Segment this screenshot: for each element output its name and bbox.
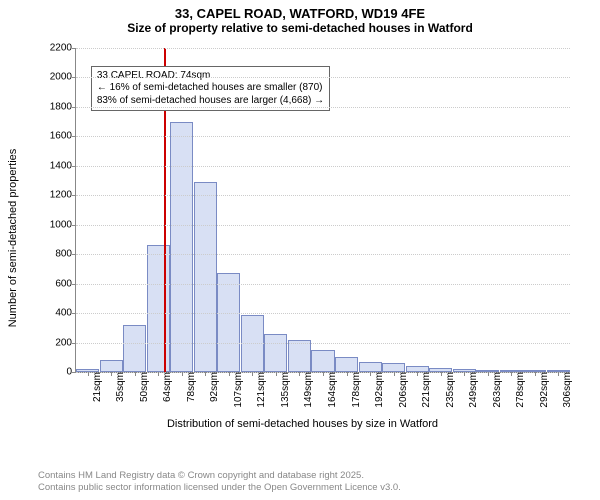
y-tick-label: 1000 (50, 219, 76, 230)
bar (359, 362, 382, 372)
y-tick-label: 400 (55, 308, 76, 319)
gridline (76, 136, 570, 137)
bar (147, 245, 170, 372)
bar (123, 325, 146, 372)
footer-line2: Contains public sector information licen… (38, 482, 401, 494)
y-tick-label: 2000 (50, 72, 76, 83)
x-tick-label: 107sqm (229, 372, 244, 408)
y-tick-label: 1400 (50, 160, 76, 171)
x-tick-label: 306sqm (558, 372, 573, 408)
plot-region: 33 CAPEL ROAD: 74sqm ← 16% of semi-detac… (75, 48, 570, 373)
bar (264, 334, 287, 372)
y-tick-label: 1800 (50, 101, 76, 112)
x-tick-label: 135sqm (276, 372, 291, 408)
y-tick-label: 1600 (50, 131, 76, 142)
annotation-line1: 33 CAPEL ROAD: 74sqm (97, 70, 324, 83)
chart-title-1: 33, CAPEL ROAD, WATFORD, WD19 4FE (0, 6, 600, 21)
x-tick-label: 149sqm (299, 372, 314, 408)
x-tick-label: 178sqm (347, 372, 362, 408)
gridline (76, 284, 570, 285)
x-tick-label: 206sqm (394, 372, 409, 408)
gridline (76, 48, 570, 49)
x-tick-label: 50sqm (135, 372, 150, 402)
x-tick-label: 64sqm (158, 372, 173, 402)
y-tick-label: 0 (66, 367, 76, 378)
bar (288, 340, 311, 372)
bar (170, 122, 193, 372)
bar (382, 363, 405, 372)
gridline (76, 313, 570, 314)
footer-attribution: Contains HM Land Registry data © Crown c… (38, 470, 401, 494)
bar (217, 273, 240, 372)
y-tick-label: 2200 (50, 43, 76, 54)
footer-line1: Contains HM Land Registry data © Crown c… (38, 470, 401, 482)
annotation-line3: 83% of semi-detached houses are larger (… (97, 95, 324, 108)
bar (311, 350, 334, 372)
x-tick-label: 292sqm (535, 372, 550, 408)
bar (100, 360, 123, 372)
x-tick-label: 21sqm (88, 372, 103, 402)
y-axis-label: Number of semi-detached properties (7, 149, 19, 328)
y-tick-label: 600 (55, 278, 76, 289)
y-tick-label: 1200 (50, 190, 76, 201)
x-tick-label: 278sqm (511, 372, 526, 408)
y-tick-label: 200 (55, 337, 76, 348)
x-tick-label: 235sqm (441, 372, 456, 408)
x-tick-label: 78sqm (182, 372, 197, 402)
chart-title-2: Size of property relative to semi-detach… (0, 21, 600, 35)
x-tick-label: 221sqm (417, 372, 432, 408)
x-tick-label: 192sqm (370, 372, 385, 408)
x-tick-label: 35sqm (111, 372, 126, 402)
gridline (76, 166, 570, 167)
gridline (76, 77, 570, 78)
bar (335, 357, 358, 372)
x-tick-label: 164sqm (323, 372, 338, 408)
y-tick-label: 800 (55, 249, 76, 260)
gridline (76, 225, 570, 226)
x-tick-label: 263sqm (488, 372, 503, 408)
gridline (76, 254, 570, 255)
x-tick-label: 121sqm (252, 372, 267, 408)
chart-area: Number of semi-detached properties 33 CA… (25, 48, 580, 428)
x-tick-label: 249sqm (464, 372, 479, 408)
annotation-line2: ← 16% of semi-detached houses are smalle… (97, 82, 324, 95)
gridline (76, 343, 570, 344)
x-tick-label: 92sqm (205, 372, 220, 402)
x-axis-label: Distribution of semi-detached houses by … (167, 418, 438, 430)
gridline (76, 195, 570, 196)
gridline (76, 107, 570, 108)
annotation-box: 33 CAPEL ROAD: 74sqm ← 16% of semi-detac… (91, 66, 330, 112)
